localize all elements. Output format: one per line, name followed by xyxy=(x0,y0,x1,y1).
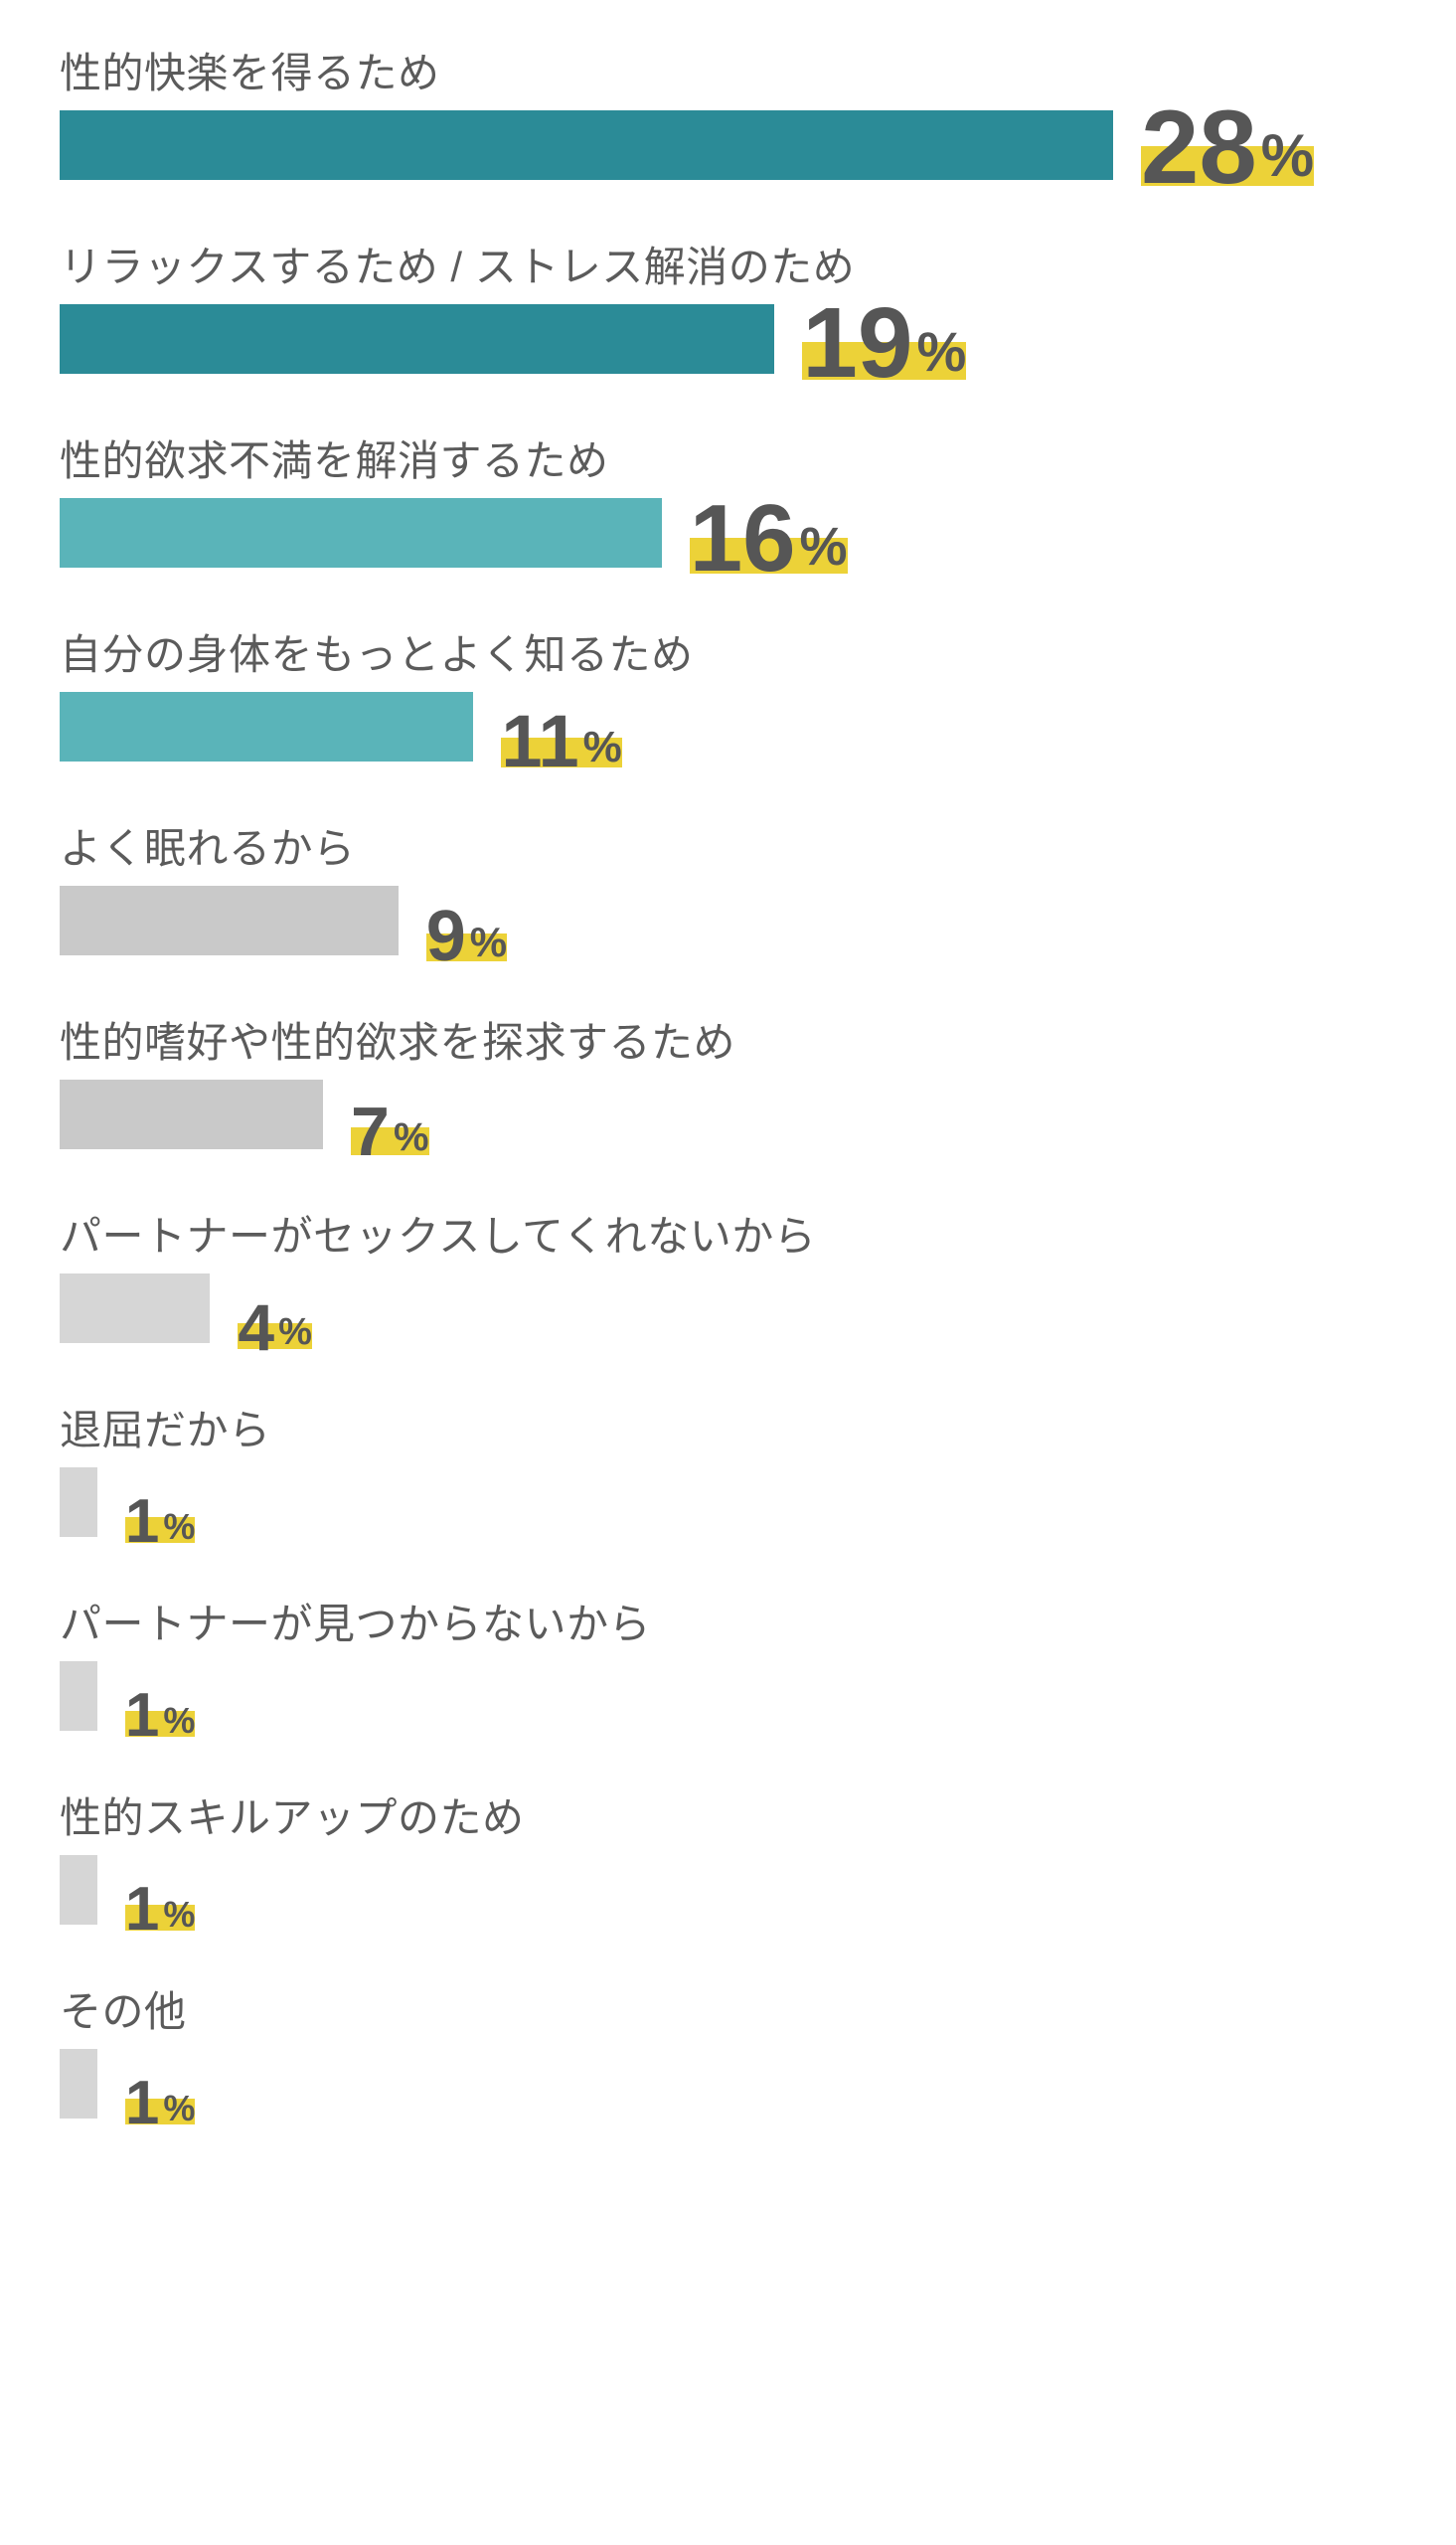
percent-symbol: % xyxy=(163,2091,195,2130)
row-label: よく眠れるから xyxy=(60,815,1396,876)
chart-row: 性的快楽を得るため28% xyxy=(60,40,1396,192)
value-number: 16 xyxy=(690,498,796,580)
value-number: 1 xyxy=(125,1884,159,1937)
percent-symbol: % xyxy=(163,1509,195,1549)
bar xyxy=(60,886,399,955)
value-wrap: 19% xyxy=(802,301,966,386)
bar-line: 1% xyxy=(60,1661,1396,1743)
percent-symbol: % xyxy=(470,922,507,967)
bar-line: 19% xyxy=(60,304,1396,386)
bar xyxy=(60,1661,97,1731)
row-label: パートナーがセックスしてくれないから xyxy=(60,1203,1396,1264)
bar xyxy=(60,110,1113,180)
row-label: リラックスするため / ストレス解消のため xyxy=(60,234,1396,294)
value-number: 19 xyxy=(802,301,912,386)
value-number: 28 xyxy=(1141,103,1257,192)
percent-symbol: % xyxy=(278,1313,312,1355)
row-label: 性的スキルアップのため xyxy=(60,1784,1396,1845)
bar xyxy=(60,304,774,374)
value-wrap: 1% xyxy=(125,1884,196,1937)
percent-symbol: % xyxy=(917,324,967,386)
value-number: 1 xyxy=(125,2078,159,2130)
chart-row: その他 1% xyxy=(60,1978,1396,2130)
value-wrap: 9% xyxy=(426,907,507,967)
chart-row: 性的スキルアップのため 1% xyxy=(60,1784,1396,1937)
value-wrap: 16% xyxy=(690,498,848,580)
row-label: 性的嗜好や性的欲求を探求するため xyxy=(60,1009,1396,1070)
bar xyxy=(60,498,662,568)
value-wrap: 7% xyxy=(351,1103,429,1162)
chart-row: 自分の身体をもっとよく知るため 11% xyxy=(60,621,1396,773)
bar xyxy=(60,1080,323,1149)
value-wrap: 4% xyxy=(238,1299,312,1355)
bar-line: 16% xyxy=(60,498,1396,580)
chart-row: 退屈だから 1% xyxy=(60,1397,1396,1549)
chart-row: リラックスするため / ストレス解消のため 19% xyxy=(60,234,1396,386)
value-number: 1 xyxy=(125,1690,159,1743)
bar xyxy=(60,1467,97,1537)
bar-line: 4% xyxy=(60,1273,1396,1355)
value-number: 9 xyxy=(426,907,466,967)
bar xyxy=(60,1273,210,1343)
row-label: 性的欲求不満を解消するため xyxy=(60,427,1396,488)
row-label: その他 xyxy=(60,1978,1396,2039)
percent-symbol: % xyxy=(163,1703,195,1743)
percent-symbol: % xyxy=(799,520,847,580)
chart-row: パートナーがセックスしてくれないから 4% xyxy=(60,1203,1396,1355)
value-wrap: 1% xyxy=(125,2078,196,2130)
value-number: 4 xyxy=(238,1299,274,1355)
row-label: 退屈だから xyxy=(60,1397,1396,1457)
bar-line: 1% xyxy=(60,1855,1396,1937)
bar-line: 1% xyxy=(60,1467,1396,1549)
bar-line: 11% xyxy=(60,692,1396,773)
value-wrap: 28% xyxy=(1141,103,1314,192)
chart-row: 性的嗜好や性的欲求を探求するため 7% xyxy=(60,1009,1396,1161)
chart-row: よく眠れるから 9% xyxy=(60,815,1396,967)
percent-symbol: % xyxy=(583,726,622,773)
percent-symbol: % xyxy=(1261,126,1314,192)
row-label: パートナーが見つからないから xyxy=(60,1591,1396,1651)
bar-line: 28% xyxy=(60,110,1396,192)
bar-line: 1% xyxy=(60,2049,1396,2130)
bar xyxy=(60,1855,97,1925)
percent-symbol: % xyxy=(163,1897,195,1937)
chart-row: 性的欲求不満を解消するため 16% xyxy=(60,427,1396,580)
value-wrap: 11% xyxy=(501,711,621,773)
bar-line: 7% xyxy=(60,1080,1396,1161)
row-label: 自分の身体をもっとよく知るため xyxy=(60,621,1396,682)
percent-symbol: % xyxy=(394,1117,429,1161)
bar xyxy=(60,2049,97,2119)
value-number: 7 xyxy=(351,1103,390,1162)
bar-line: 9% xyxy=(60,886,1396,967)
horizontal-bar-chart: 性的快楽を得るため28%リラックスするため / ストレス解消のため19%性的欲求… xyxy=(0,0,1456,2232)
bar xyxy=(60,692,473,762)
value-number: 11 xyxy=(501,711,578,773)
value-wrap: 1% xyxy=(125,1690,196,1743)
chart-row: パートナーが見つからないから 1% xyxy=(60,1591,1396,1743)
value-wrap: 1% xyxy=(125,1496,196,1549)
value-number: 1 xyxy=(125,1496,159,1549)
